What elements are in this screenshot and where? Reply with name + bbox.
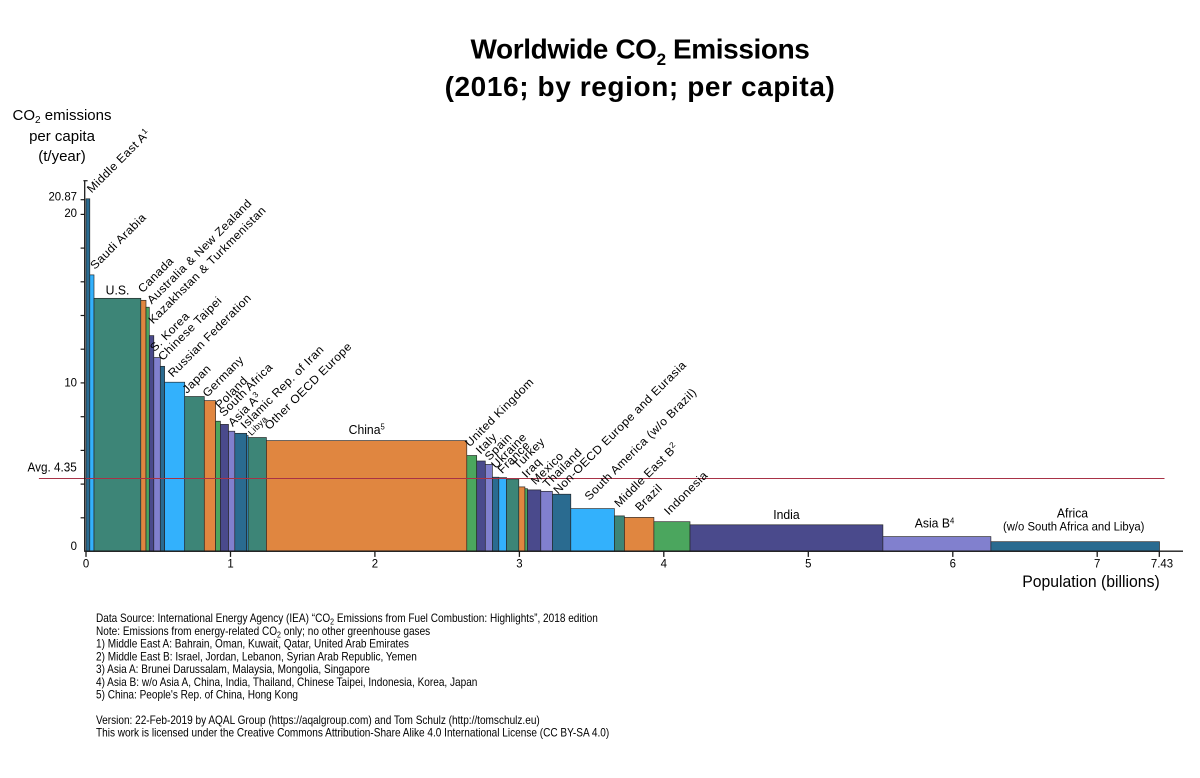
svg-text:(w/o South Africa and Libya): (w/o South Africa and Libya) <box>1003 521 1145 533</box>
svg-text:20.87: 20.87 <box>48 189 77 204</box>
svg-text:CO2 emissions: CO2 emissions <box>13 107 112 126</box>
svg-text:Avg. 4.35: Avg. 4.35 <box>28 460 77 475</box>
svg-text:3: 3 <box>516 556 523 571</box>
svg-text:Asia B4: Asia B4 <box>915 516 955 530</box>
svg-text:Data Source: International Ene: Data Source: International Energy Agency… <box>96 612 598 626</box>
svg-text:India: India <box>773 508 799 522</box>
svg-text:Note: Emissions from energy-re: Note: Emissions from energy-related CO2 … <box>96 625 431 639</box>
svg-text:1: 1 <box>227 556 234 571</box>
svg-text:0: 0 <box>71 539 78 554</box>
svg-text:10: 10 <box>64 375 77 390</box>
svg-text:7.43: 7.43 <box>1151 556 1174 571</box>
svg-text:Version: 22-Feb-2019 by AQAL G: Version: 22-Feb-2019 by AQAL Group (http… <box>96 714 540 727</box>
svg-text:20: 20 <box>64 206 77 221</box>
svg-text:Africa: Africa <box>1057 506 1088 520</box>
svg-text:U.S.: U.S. <box>106 283 130 297</box>
svg-text:0: 0 <box>83 556 90 571</box>
svg-text:Population (billions): Population (billions) <box>1022 573 1159 591</box>
svg-text:4) Asia B: w/o Asia A, China,: 4) Asia B: w/o Asia A, China, India, Tha… <box>96 676 477 689</box>
svg-text:5) China: People's Rep. of Chi: 5) China: People's Rep. of China, Hong K… <box>96 689 298 702</box>
svg-text:1) Middle East A: Bahrain, Oma: 1) Middle East A: Bahrain, Oman, Kuwait,… <box>96 638 410 651</box>
svg-text:This work is licensed under th: This work is licensed under the Creative… <box>96 727 609 740</box>
svg-text:Worldwide CO2 Emissions: Worldwide CO2 Emissions <box>471 34 810 69</box>
svg-text:2) Middle East B: Israel, Jord: 2) Middle East B: Israel, Jordan, Lebano… <box>96 651 417 664</box>
svg-text:2: 2 <box>372 556 379 571</box>
svg-text:4: 4 <box>661 556 668 571</box>
svg-text:(t/year): (t/year) <box>38 148 86 165</box>
svg-text:China5: China5 <box>349 423 386 437</box>
svg-text:6: 6 <box>950 556 957 571</box>
svg-text:(2016; by region; per capita): (2016; by region; per capita) <box>445 71 836 102</box>
svg-text:7: 7 <box>1094 556 1101 571</box>
svg-text:per capita: per capita <box>29 128 96 145</box>
svg-text:5: 5 <box>805 556 812 571</box>
svg-text:3) Asia A: Brunei Darussalam,: 3) Asia A: Brunei Darussalam, Malaysia, … <box>96 663 370 676</box>
